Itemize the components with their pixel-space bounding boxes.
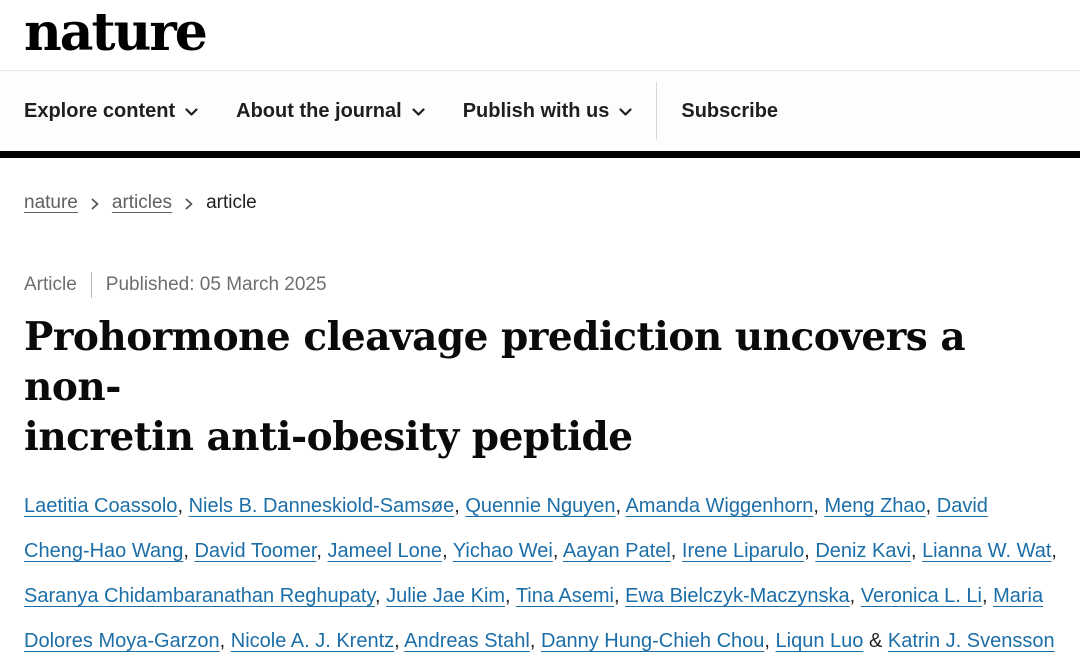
author-separator: , bbox=[615, 495, 626, 517]
author-separator: , bbox=[183, 540, 195, 562]
article-type-label: Article bbox=[24, 274, 77, 295]
chevron-down-icon bbox=[619, 108, 632, 117]
breadcrumb-link-nature[interactable]: nature bbox=[24, 192, 78, 213]
author-separator: , bbox=[804, 540, 816, 562]
author-link[interactable]: David Cheng-Hao Wang bbox=[24, 495, 988, 562]
breadcrumb: nature articles article bbox=[24, 192, 1058, 214]
author-link[interactable]: Saranya Chidambaranathan Reghupaty bbox=[24, 585, 375, 607]
nav-divider bbox=[656, 82, 658, 140]
author-link[interactable]: Maria Dolores Moya-Garzon bbox=[24, 585, 1044, 652]
author-separator: , bbox=[442, 540, 453, 562]
author-separator: , bbox=[219, 630, 231, 652]
author-separator: , bbox=[454, 495, 466, 517]
author-separator: , bbox=[316, 540, 328, 562]
nav-publish-with-us-label: Publish with us bbox=[462, 99, 610, 122]
article-meta: Article Published: 05 March 2025 bbox=[24, 272, 1058, 298]
author-link[interactable]: Laetitia Coassolo bbox=[24, 495, 178, 517]
author-separator: & bbox=[863, 630, 888, 652]
author-separator: , bbox=[552, 540, 563, 562]
nature-logo[interactable]: nature bbox=[24, 2, 208, 63]
chevron-right-icon bbox=[185, 198, 193, 210]
author-separator: , bbox=[177, 495, 189, 517]
chevron-down-icon bbox=[412, 108, 425, 117]
author-link[interactable]: Andreas Stahl bbox=[404, 630, 530, 652]
nav-subscribe-label: Subscribe bbox=[681, 99, 779, 122]
author-link[interactable]: Danny Hung-Chieh Chou bbox=[540, 630, 765, 652]
nav-about-the-journal[interactable]: About the journal bbox=[236, 100, 425, 123]
author-separator: , bbox=[670, 540, 682, 562]
header-rule bbox=[0, 151, 1080, 158]
author-list-paragraph: Laetitia Coassolo, Niels B. Danneskiold-… bbox=[24, 484, 1058, 666]
main-nav: Explore content About the journal Publis… bbox=[0, 70, 1080, 151]
author-link[interactable]: Lianna W. Wat bbox=[922, 540, 1052, 562]
author-link[interactable]: Tina Asemi bbox=[515, 585, 614, 607]
author-separator: , bbox=[925, 495, 937, 517]
author-separator: , bbox=[764, 630, 776, 652]
article-header-section: nature articles article Article Publishe… bbox=[0, 192, 1080, 666]
author-link[interactable]: Deniz Kavi bbox=[815, 540, 911, 562]
author-separator: , bbox=[813, 495, 825, 517]
author-separator: , bbox=[1051, 540, 1057, 562]
nav-about-the-journal-label: About the journal bbox=[236, 99, 402, 122]
author-separator: , bbox=[374, 585, 387, 607]
author-link[interactable]: Nicole A. J. Krentz bbox=[230, 630, 395, 652]
meta-divider bbox=[90, 272, 92, 298]
site-header: nature Explore content About the journal… bbox=[0, 0, 1080, 158]
author-link[interactable]: Ewa Bielczyk-Maczynska bbox=[625, 585, 850, 607]
author-link[interactable]: Niels B. Danneskiold-Samsøe bbox=[188, 495, 455, 517]
article-title: Prohormone cleavage prediction uncovers … bbox=[24, 312, 1058, 462]
author-separator: , bbox=[849, 585, 861, 607]
author-separator: , bbox=[981, 585, 994, 607]
article-title-line1: Prohormone cleavage prediction uncovers … bbox=[24, 314, 966, 410]
author-link[interactable]: Jameel Lone bbox=[327, 540, 443, 562]
article-title-line2: incretin anti-obesity peptide bbox=[24, 414, 633, 460]
author-link[interactable]: David Toomer bbox=[194, 540, 317, 562]
chevron-right-icon bbox=[91, 198, 99, 210]
author-link[interactable]: Aayan Patel bbox=[562, 540, 671, 562]
breadcrumb-link-articles[interactable]: articles bbox=[111, 192, 173, 213]
nav-subscribe[interactable]: Subscribe bbox=[681, 100, 778, 123]
published-date: Published: 05 March 2025 bbox=[105, 274, 327, 295]
author-separator: , bbox=[394, 630, 405, 652]
author-separator: , bbox=[910, 540, 923, 562]
author-link[interactable]: Amanda Wiggenhorn bbox=[625, 495, 814, 517]
author-separator: , bbox=[529, 630, 541, 652]
author-link[interactable]: Irene Liparulo bbox=[681, 540, 805, 562]
author-link[interactable]: Yichao Wei bbox=[452, 540, 553, 562]
author-link[interactable]: Liqun Luo bbox=[775, 630, 864, 652]
author-separator: , bbox=[505, 585, 516, 607]
author-link[interactable]: Quennie Nguyen bbox=[465, 495, 616, 517]
author-list: Laetitia Coassolo, Niels B. Danneskiold-… bbox=[24, 495, 1057, 652]
breadcrumb-current: article bbox=[206, 192, 257, 213]
nav-explore-content[interactable]: Explore content bbox=[24, 100, 198, 123]
chevron-down-icon bbox=[185, 108, 198, 117]
author-link[interactable]: Julie Jae Kim bbox=[386, 585, 506, 607]
author-link[interactable]: Meng Zhao bbox=[824, 495, 926, 517]
author-link[interactable]: Katrin J. Svensson bbox=[887, 630, 1055, 652]
author-link[interactable]: Veronica L. Li bbox=[860, 585, 982, 607]
logo-bar: nature bbox=[0, 0, 1080, 70]
author-separator: , bbox=[614, 585, 626, 607]
nav-explore-content-label: Explore content bbox=[24, 99, 176, 122]
nav-publish-with-us[interactable]: Publish with us bbox=[463, 100, 633, 123]
